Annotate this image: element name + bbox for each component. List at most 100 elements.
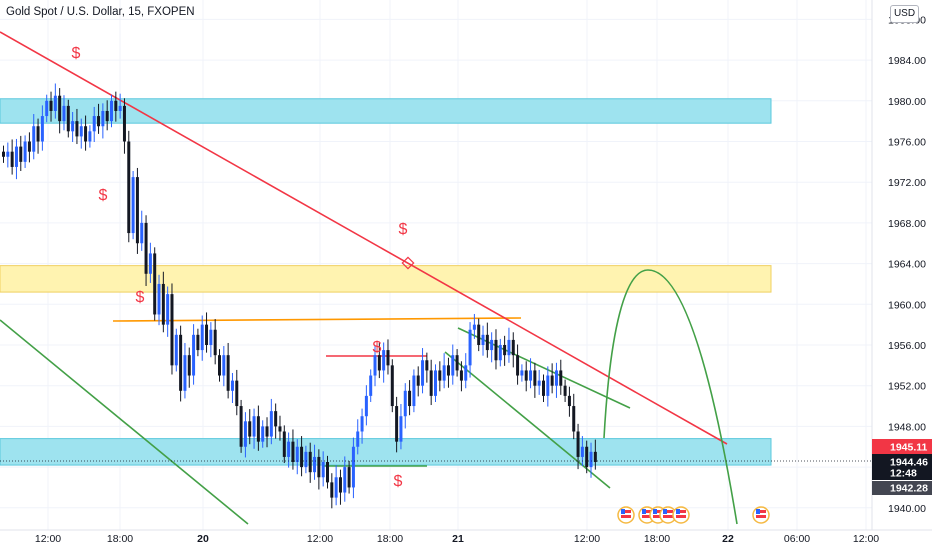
candle-body [369, 375, 373, 396]
price-tick-label: 1968.00 [888, 218, 926, 230]
time-tick-label: 12:00 [853, 533, 879, 545]
candle-body [572, 406, 576, 432]
candle-body [559, 370, 563, 386]
price-tick-label: 1980.00 [888, 96, 926, 108]
flag-canton [756, 509, 760, 514]
candle-body [269, 411, 273, 437]
candle-body [6, 151, 10, 157]
channel-line-lower [0, 319, 249, 525]
candle-body [364, 395, 368, 417]
candle-body [546, 375, 550, 396]
candle-body [490, 339, 494, 351]
candle-body [114, 100, 118, 111]
candle-body [533, 370, 537, 386]
candle-body [261, 426, 265, 442]
price-label-box [872, 481, 932, 495]
candle-body [101, 110, 105, 127]
candle-body [148, 253, 152, 274]
candle-body [71, 121, 75, 132]
candle-body [161, 283, 165, 325]
candle-body [252, 416, 256, 437]
candle-body [516, 355, 520, 376]
candle-body [196, 334, 200, 351]
candle-body [451, 355, 455, 376]
time-tick-label: 18:00 [377, 533, 403, 545]
resistance-zone [0, 98, 772, 124]
price-label-box [872, 454, 932, 469]
candle-body [338, 477, 342, 493]
candle-body [494, 339, 498, 361]
candle-body [589, 451, 593, 468]
candle-body [373, 355, 377, 376]
flag-stripe [756, 510, 766, 513]
candle-body [295, 446, 299, 463]
candle-body [498, 345, 502, 361]
time-tick-label: 22 [722, 533, 734, 545]
price-tick-label: 1940.00 [888, 503, 926, 515]
candle-body [45, 100, 49, 117]
candle-body [554, 370, 558, 386]
candle-body [377, 355, 381, 371]
candle-body [10, 151, 14, 167]
candle-body [580, 446, 584, 457]
candle-body [550, 375, 554, 386]
candle-body [304, 451, 308, 468]
support-zone [0, 438, 772, 466]
candle-body [334, 477, 338, 498]
candle-body [157, 283, 161, 315]
candle-body [84, 126, 88, 142]
symbol-title[interactable]: Gold Spot / U.S. Dollar, 15, FXOPEN [6, 6, 195, 18]
candle-body [218, 355, 221, 376]
time-tick-label: 06:00 [784, 533, 810, 545]
time-tick-label: 12:00 [574, 533, 600, 545]
currency-button[interactable]: USD [890, 5, 919, 23]
dollar-sign-annotation: $ [99, 187, 108, 204]
candle-body [593, 451, 597, 463]
time-tick-label: 20 [197, 533, 209, 545]
candle-body [485, 334, 489, 351]
candle-body [53, 95, 57, 111]
candle-body [438, 370, 442, 381]
candle-body [32, 126, 36, 152]
candle-body [248, 421, 252, 437]
candle-body [421, 360, 425, 386]
candle-body [200, 324, 204, 351]
time-tick-label: 12:00 [307, 533, 333, 545]
candle-body [395, 406, 399, 442]
candle-body [222, 355, 226, 376]
dollar-sign-annotation: $ [373, 339, 382, 356]
flag-stripe [642, 515, 652, 518]
candle-body [287, 441, 291, 457]
candle-body [351, 446, 355, 488]
candle-body [79, 126, 83, 137]
dollar-sign-annotation: $ [394, 473, 403, 490]
time-tick-label: 12:00 [35, 533, 61, 545]
candle-body [520, 370, 524, 376]
price-label-text: 12:48 [890, 468, 917, 480]
time-tick-label: 18:00 [644, 533, 670, 545]
candle-body [360, 416, 364, 432]
flag-stripe [653, 510, 663, 513]
candle-body [265, 426, 269, 437]
price-label-text: 1942.28 [890, 483, 928, 495]
flag-canton [676, 509, 680, 514]
candle-body [140, 222, 144, 244]
candle-body [291, 441, 295, 463]
candle-body [122, 105, 126, 142]
candle-body [105, 110, 109, 122]
candle-body [412, 375, 416, 407]
candle-body [144, 222, 148, 274]
candle-body [92, 116, 96, 132]
candle-body [511, 339, 515, 356]
candle-body [446, 365, 450, 376]
candle-body [537, 380, 541, 386]
time-axis [0, 530, 932, 550]
candle-body [429, 370, 433, 396]
price-tick-label: 1984.00 [888, 55, 926, 67]
dollar-sign-annotation: $ [72, 45, 81, 62]
price-tick-label: 1960.00 [888, 299, 926, 311]
candle-body [330, 482, 334, 498]
candle-body [399, 416, 403, 442]
price-tick-label: 1972.00 [888, 177, 926, 189]
